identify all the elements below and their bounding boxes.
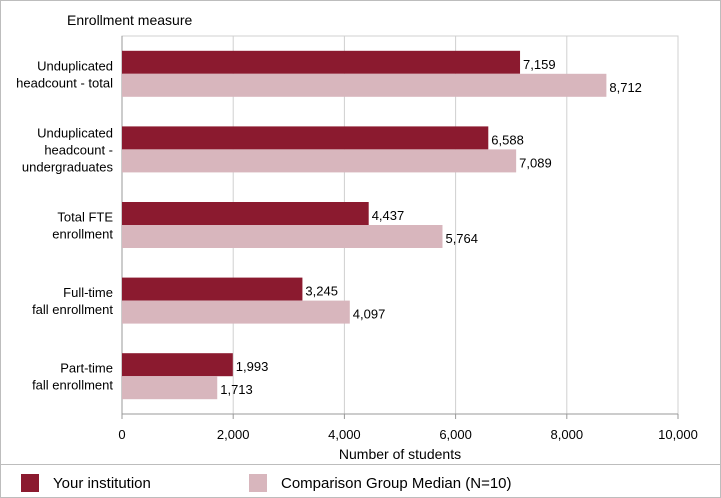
- category-label: fall enrollment: [32, 302, 113, 317]
- legend: Your institution Comparison Group Median…: [1, 464, 720, 498]
- bar-comparison-median: [122, 300, 350, 324]
- x-tick-label: 10,000: [658, 427, 698, 442]
- category-label: Unduplicated: [37, 125, 113, 140]
- data-label: 3,245: [305, 284, 338, 299]
- category-labels: Unduplicated headcount - total Unduplicate…: [16, 58, 113, 392]
- x-tick-label: 6,000: [439, 427, 472, 442]
- x-tick-labels: 0 2,000 4,000 6,000 8,000 10,000: [118, 427, 698, 442]
- legend-label: Comparison Group Median (N=10): [281, 474, 512, 492]
- x-tick-label: 2,000: [217, 427, 250, 442]
- x-axis-title: Number of students: [339, 446, 461, 462]
- category-label: Part-time: [60, 361, 113, 376]
- category-label: headcount - total: [16, 75, 113, 90]
- data-label: 4,097: [353, 307, 386, 322]
- data-label: 7,089: [519, 155, 552, 170]
- data-label: 1,993: [236, 359, 269, 374]
- data-label: 8,712: [609, 80, 642, 95]
- category-label: Unduplicated: [37, 58, 113, 73]
- bars: 7,159 8,712 6,588 7,089 4,437 5,764 3,245 4,097…: [122, 50, 642, 400]
- legend-label: Your institution: [53, 474, 151, 492]
- data-label: 4,437: [372, 208, 405, 223]
- bar-chart: Enrollment measure 7,159 8,712 6,588 7,089 4…: [16, 12, 698, 462]
- category-label: undergraduates: [22, 159, 114, 174]
- x-tick-label: 0: [118, 427, 125, 442]
- bar-comparison-median: [122, 225, 443, 248]
- bar-your-institution: [122, 353, 233, 377]
- x-tick-label: 8,000: [551, 427, 584, 442]
- bar-your-institution: [122, 50, 521, 74]
- category-label: Full-time: [63, 285, 113, 300]
- category-label: Total FTE: [57, 210, 113, 225]
- legend-item-comparison-group: Comparison Group Median (N=10): [249, 474, 512, 492]
- y-axis-title: Enrollment measure: [67, 12, 192, 28]
- legend-swatch: [21, 474, 39, 492]
- x-tick-label: 4,000: [328, 427, 361, 442]
- data-label: 5,764: [445, 231, 478, 246]
- data-label: 1,713: [220, 382, 253, 397]
- bar-your-institution: [122, 202, 369, 225]
- category-label: enrollment: [52, 227, 113, 242]
- legend-swatch: [249, 474, 267, 492]
- legend-item-your-institution: Your institution: [21, 474, 151, 492]
- bar-comparison-median: [122, 73, 607, 97]
- data-label: 6,588: [491, 132, 524, 147]
- bar-comparison-median: [122, 149, 517, 173]
- bar-your-institution: [122, 126, 489, 150]
- bar-your-institution: [122, 277, 303, 301]
- category-label: fall enrollment: [32, 378, 113, 393]
- bar-comparison-median: [122, 376, 218, 400]
- data-label: 7,159: [523, 57, 556, 72]
- category-label: headcount -: [44, 142, 113, 157]
